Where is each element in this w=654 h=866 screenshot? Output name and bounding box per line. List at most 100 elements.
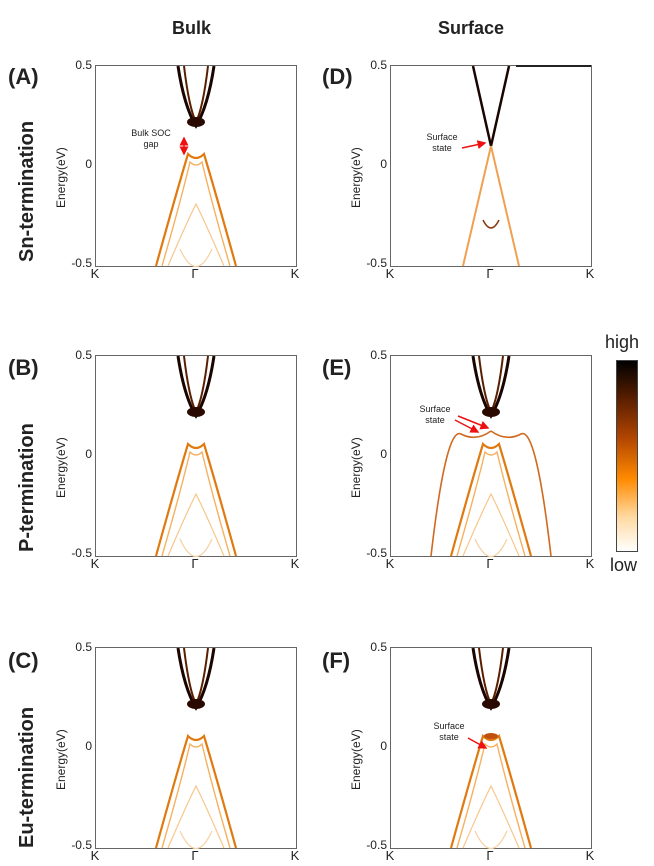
valence-band-second xyxy=(161,742,231,849)
valence-band-third xyxy=(462,492,520,557)
conduction-band-minimum xyxy=(482,407,500,417)
band-plot-d xyxy=(462,65,591,267)
annotation-surface-state-e: Surface state xyxy=(419,404,451,425)
panel-letter-b: (B) xyxy=(8,355,39,380)
conduction-band-minimum xyxy=(187,407,205,417)
ytick-mid: 0 xyxy=(85,157,92,171)
row-label-sn: Sn-termination xyxy=(16,120,38,262)
ytick-mid: 0 xyxy=(380,447,387,461)
colorbar xyxy=(616,360,638,552)
ytick-bot: -0.5 xyxy=(366,546,387,560)
ytick-bot: -0.5 xyxy=(71,546,92,560)
surface-cone-lower-left xyxy=(462,145,492,267)
ytick-bot: -0.5 xyxy=(71,838,92,852)
band-plot-f xyxy=(449,647,533,850)
ytick-mid: 0 xyxy=(85,739,92,753)
valence-band-second xyxy=(161,160,231,267)
xtick-gamma: Γ xyxy=(191,556,199,571)
plot-a xyxy=(95,65,297,268)
panel-letter-c: (C) xyxy=(8,648,39,673)
surface-column-title: Surface xyxy=(438,18,505,38)
xtick-k-left: K xyxy=(90,848,100,863)
valence-band-main xyxy=(449,441,533,557)
band-plot-a xyxy=(154,65,238,268)
bulk-column-title: Bulk xyxy=(172,18,212,38)
surface-state-marker xyxy=(484,733,498,739)
valence-band-lower xyxy=(474,538,508,558)
conduction-band-inner xyxy=(183,647,209,707)
conduction-band-inner xyxy=(183,355,209,415)
valence-band-lower xyxy=(474,830,508,850)
ytick-mid: 0 xyxy=(380,157,387,171)
ytick-top: 0.5 xyxy=(75,640,92,654)
band-plot-c xyxy=(154,647,238,850)
ytick-top: 0.5 xyxy=(370,348,387,362)
valence-band-third xyxy=(167,784,225,849)
conduction-band-minimum xyxy=(482,699,500,709)
xtick-k-left: K xyxy=(385,266,395,281)
panel-letter-e: (E) xyxy=(322,355,352,380)
valence-band-lower xyxy=(179,830,213,850)
colorbar-high-label: high xyxy=(605,332,640,352)
panel-letter-a: (A) xyxy=(8,64,39,89)
valence-band-third xyxy=(462,784,520,849)
xtick-gamma: Γ xyxy=(486,848,494,863)
valence-band-second xyxy=(161,450,231,557)
surface-cone-lower-right xyxy=(490,145,520,267)
plot-c xyxy=(95,647,297,850)
xtick-k-right: K xyxy=(585,266,595,281)
ytick-bot: -0.5 xyxy=(71,256,92,270)
valence-band-second xyxy=(456,450,526,557)
panel-letter-d: (D) xyxy=(322,64,353,89)
xtick-gamma: Γ xyxy=(191,266,199,281)
conduction-band-inner xyxy=(183,65,209,125)
xtick-k-right: K xyxy=(585,848,595,863)
xtick-gamma: Γ xyxy=(486,556,494,571)
surface-state-right xyxy=(490,430,552,557)
ytick-mid: 0 xyxy=(85,447,92,461)
row-label-eu: Eu-termination xyxy=(16,706,38,848)
plot-d xyxy=(390,65,592,267)
conduction-band-minimum xyxy=(187,117,205,127)
surface-state-left xyxy=(430,430,492,557)
annotation-surface-state-d: Surface state xyxy=(426,132,458,153)
valence-band-main xyxy=(154,441,238,557)
plot-e xyxy=(390,355,592,558)
conduction-band-minimum xyxy=(187,699,205,709)
xtick-k-left: K xyxy=(385,556,395,571)
xtick-gamma: Γ xyxy=(191,848,199,863)
band-plot-b xyxy=(154,355,238,558)
valence-band-main xyxy=(154,151,238,267)
xtick-k-right: K xyxy=(290,266,300,281)
xtick-gamma: Γ xyxy=(486,266,494,281)
ytick-top: 0.5 xyxy=(370,640,387,654)
plot-f xyxy=(390,647,592,850)
valence-band-second xyxy=(456,742,526,849)
xtick-k-left: K xyxy=(90,266,100,281)
conduction-band-inner xyxy=(478,355,504,415)
ytick-top: 0.5 xyxy=(75,348,92,362)
surface-lower-pocket xyxy=(482,219,500,229)
xtick-k-left: K xyxy=(385,848,395,863)
ytick-top: 0.5 xyxy=(370,58,387,72)
row-label-p: P-termination xyxy=(16,423,38,552)
valence-band-lower xyxy=(179,538,213,558)
xtick-k-left: K xyxy=(90,556,100,571)
xtick-k-right: K xyxy=(585,556,595,571)
plot-b xyxy=(95,355,297,558)
valence-band-third xyxy=(167,202,225,267)
valence-band-third xyxy=(167,492,225,557)
valence-band-main xyxy=(154,733,238,849)
band-plot-e xyxy=(430,355,552,558)
ytick-bot: -0.5 xyxy=(366,838,387,852)
surface-cone-upper xyxy=(471,65,511,147)
ytick-bot: -0.5 xyxy=(366,256,387,270)
valence-band-main xyxy=(449,733,533,849)
xtick-k-right: K xyxy=(290,848,300,863)
panel-letter-f: (F) xyxy=(322,648,351,673)
valence-band-lower xyxy=(179,248,213,268)
colorbar-low-label: low xyxy=(610,555,638,575)
ytick-top: 0.5 xyxy=(75,58,92,72)
ytick-mid: 0 xyxy=(380,739,387,753)
xtick-k-right: K xyxy=(290,556,300,571)
